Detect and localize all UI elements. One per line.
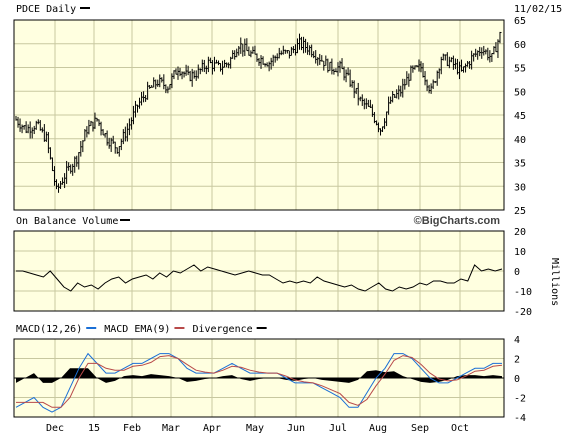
x-tick-label: 15 [88, 423, 100, 434]
obv-tick-label: 10 [514, 247, 526, 258]
macd-tick-label: -2 [514, 394, 526, 405]
panel-3-border [13, 338, 505, 418]
price-bars [15, 31, 502, 193]
x-tick-label: Dec [46, 423, 64, 434]
price-title: PDCE Daily [16, 4, 76, 15]
macd-tick-label: 0 [514, 374, 520, 385]
x-tick-label: Apr [203, 423, 221, 434]
price-tick-label: 60 [514, 40, 526, 51]
price-tick-label: 45 [514, 111, 526, 122]
macd-legend-label: MACD(12,26) [16, 324, 82, 335]
divergence-area [16, 368, 502, 383]
price-tick-label: 50 [514, 87, 526, 98]
macd-legend-label: Divergence [192, 324, 252, 335]
x-tick-label: May [246, 423, 264, 434]
obv-title: On Balance Volume [16, 216, 118, 227]
price-tick-label: 55 [514, 64, 526, 75]
obv-tick-label: 20 [514, 227, 526, 238]
x-tick-label: Oct [451, 423, 469, 434]
obv-tick-label: -20 [514, 307, 532, 318]
macd-series-2 [16, 355, 503, 408]
macd-tick-label: 4 [514, 335, 520, 346]
x-tick-label: Aug [369, 423, 387, 434]
price-tick-label: 65 [514, 16, 526, 27]
price-tick-label: 30 [514, 182, 526, 193]
obv-tick-label: -10 [514, 287, 532, 298]
price-tick-label: 35 [514, 159, 526, 170]
panel-1-border [13, 19, 505, 211]
brand-label: ©BigCharts.com [414, 215, 501, 227]
obv-tick-label: 0 [514, 267, 520, 278]
macd-tick-label: 2 [514, 355, 520, 366]
x-tick-label: Feb [123, 423, 141, 434]
price-tick-label: 25 [514, 206, 526, 217]
x-tick-label: Mar [162, 423, 180, 434]
date-label: 11/02/15 [514, 4, 562, 15]
x-tick-label: Jun [287, 423, 305, 434]
obv-line [16, 264, 503, 292]
obv-unit-label: Millions [549, 258, 560, 306]
price-tick-label: 40 [514, 135, 526, 146]
x-tick-label: Jul [329, 423, 347, 434]
x-tick-label: Sep [411, 423, 429, 434]
macd-tick-label: -4 [514, 413, 526, 424]
panel-2-border [13, 230, 505, 312]
macd-legend-label: MACD EMA(9) [104, 324, 170, 335]
